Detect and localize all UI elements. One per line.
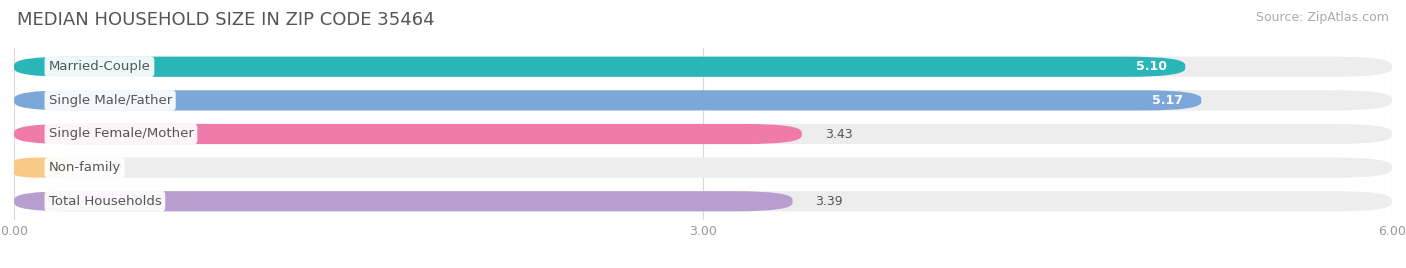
Text: 3.39: 3.39 <box>815 195 844 208</box>
FancyBboxPatch shape <box>14 124 1392 144</box>
Text: Source: ZipAtlas.com: Source: ZipAtlas.com <box>1256 11 1389 24</box>
Text: 3.43: 3.43 <box>825 128 852 140</box>
Text: Non-family: Non-family <box>48 161 121 174</box>
FancyBboxPatch shape <box>14 191 793 211</box>
Text: Single Male/Father: Single Male/Father <box>48 94 172 107</box>
FancyBboxPatch shape <box>14 57 1392 77</box>
FancyBboxPatch shape <box>14 158 72 178</box>
Text: 5.10: 5.10 <box>1136 60 1167 73</box>
FancyBboxPatch shape <box>14 90 1392 110</box>
Text: Married-Couple: Married-Couple <box>48 60 150 73</box>
Text: Single Female/Mother: Single Female/Mother <box>48 128 194 140</box>
Text: Total Households: Total Households <box>48 195 162 208</box>
Text: MEDIAN HOUSEHOLD SIZE IN ZIP CODE 35464: MEDIAN HOUSEHOLD SIZE IN ZIP CODE 35464 <box>17 11 434 29</box>
Text: 0.00: 0.00 <box>94 161 122 174</box>
Text: 5.17: 5.17 <box>1152 94 1182 107</box>
FancyBboxPatch shape <box>14 90 1201 110</box>
FancyBboxPatch shape <box>14 191 1392 211</box>
FancyBboxPatch shape <box>14 124 801 144</box>
FancyBboxPatch shape <box>14 57 1185 77</box>
FancyBboxPatch shape <box>14 158 1392 178</box>
